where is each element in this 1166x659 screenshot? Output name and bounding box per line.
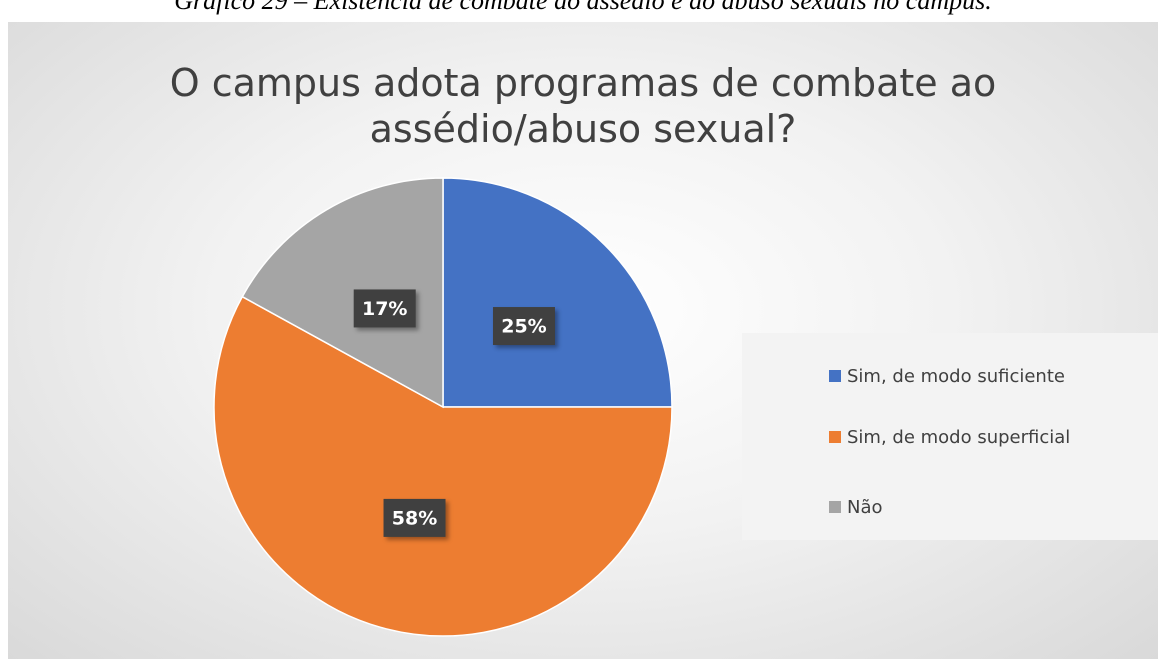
data-label: 25% bbox=[501, 316, 546, 338]
data-label-box bbox=[383, 498, 446, 537]
legend-label: Não bbox=[847, 497, 883, 518]
legend-swatch bbox=[829, 431, 841, 443]
pie-slice bbox=[213, 295, 673, 637]
legend-label: Sim, de modo superficial bbox=[847, 427, 1070, 448]
data-label: 58% bbox=[392, 507, 437, 529]
legend-label: Sim, de modo suficiente bbox=[847, 366, 1065, 387]
data-label-box bbox=[492, 307, 555, 346]
legend-box bbox=[742, 333, 1158, 540]
legend-swatch bbox=[829, 370, 841, 382]
legend-swatch bbox=[829, 501, 841, 513]
chart-title: O campus adota programas de combate ao a… bbox=[169, 61, 997, 151]
caption: Gráfico 29 – Existência de combate ao as… bbox=[174, 0, 992, 15]
pie-slice bbox=[442, 177, 673, 408]
data-label: 17% bbox=[362, 298, 407, 320]
pie-slice bbox=[241, 177, 444, 409]
data-label-box bbox=[353, 289, 416, 328]
